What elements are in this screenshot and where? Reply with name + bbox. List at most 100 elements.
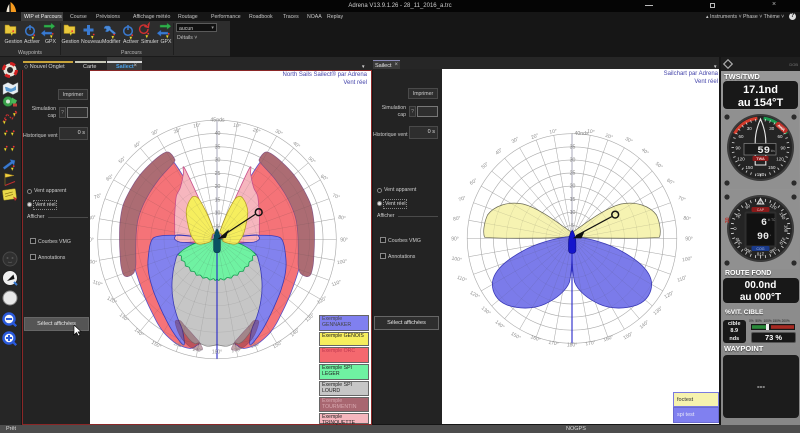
svg-text:25: 25 bbox=[570, 171, 576, 177]
svg-text:140°: 140° bbox=[133, 327, 145, 338]
svg-text:20°: 20° bbox=[252, 127, 261, 135]
svg-text:80°: 80° bbox=[683, 215, 691, 222]
svg-text:90: 90 bbox=[758, 201, 763, 206]
svg-text:5: 5 bbox=[571, 223, 574, 229]
svg-text:90°: 90° bbox=[340, 237, 348, 243]
svg-text:130°: 130° bbox=[652, 305, 664, 316]
svg-text:330: 330 bbox=[734, 236, 742, 245]
svg-text:20: 20 bbox=[570, 184, 576, 190]
svg-text:150: 150 bbox=[778, 211, 786, 220]
svg-text:50°: 50° bbox=[654, 161, 664, 170]
svg-text:160°: 160° bbox=[173, 341, 185, 350]
svg-text:30: 30 bbox=[215, 158, 221, 164]
svg-text:20°: 20° bbox=[173, 127, 182, 135]
svg-text:70°: 70° bbox=[458, 195, 467, 203]
svg-text:60°: 60° bbox=[105, 174, 115, 183]
svg-text:210: 210 bbox=[778, 237, 786, 246]
svg-text:180°: 180° bbox=[567, 342, 577, 348]
svg-text:90: 90 bbox=[780, 145, 786, 150]
svg-text:30°: 30° bbox=[274, 128, 284, 137]
svg-text:110°: 110° bbox=[92, 279, 103, 288]
svg-text:50°: 50° bbox=[307, 156, 317, 165]
svg-text:20°: 20° bbox=[604, 133, 613, 141]
svg-text:100°: 100° bbox=[337, 259, 348, 267]
svg-text:150: 150 bbox=[768, 165, 776, 170]
svg-text:150°: 150° bbox=[622, 331, 634, 341]
svg-text:140°: 140° bbox=[494, 319, 506, 330]
svg-text:CAP: CAP bbox=[757, 208, 765, 212]
svg-text:150°: 150° bbox=[272, 340, 284, 350]
svg-text:300: 300 bbox=[743, 246, 752, 254]
svg-text:160°: 160° bbox=[530, 334, 542, 343]
svg-text:10°: 10° bbox=[193, 122, 201, 129]
svg-text:70°: 70° bbox=[331, 193, 340, 201]
svg-text:170°: 170° bbox=[231, 347, 242, 355]
svg-text:45nds: 45nds bbox=[210, 118, 225, 124]
svg-text:90°: 90° bbox=[685, 236, 693, 242]
svg-text:TWA: TWA bbox=[756, 157, 765, 161]
svg-text:120°: 120° bbox=[106, 296, 118, 306]
svg-text:130°: 130° bbox=[118, 312, 130, 323]
svg-text:10: 10 bbox=[215, 211, 221, 217]
svg-text:160°: 160° bbox=[250, 341, 262, 350]
svg-text:80°: 80° bbox=[453, 215, 461, 222]
svg-text:50°: 50° bbox=[118, 156, 128, 165]
svg-text:30: 30 bbox=[769, 126, 775, 131]
svg-text:6: 6 bbox=[761, 218, 767, 229]
svg-text:40°: 40° bbox=[494, 147, 504, 156]
svg-text:10°: 10° bbox=[587, 128, 595, 135]
svg-text:140°: 140° bbox=[639, 319, 651, 330]
svg-text:25: 25 bbox=[215, 171, 221, 177]
svg-text:90°: 90° bbox=[90, 237, 94, 243]
svg-text:170°: 170° bbox=[585, 340, 596, 348]
svg-text:100°: 100° bbox=[451, 256, 462, 264]
svg-text:180: 180 bbox=[757, 172, 765, 177]
svg-text:60: 60 bbox=[738, 134, 744, 139]
svg-text:5: 5 bbox=[216, 224, 219, 230]
svg-text:70°: 70° bbox=[677, 195, 686, 203]
svg-text:15: 15 bbox=[570, 197, 576, 203]
svg-text:20°: 20° bbox=[530, 133, 539, 141]
svg-text:60°: 60° bbox=[469, 178, 479, 187]
svg-text:kts: kts bbox=[771, 149, 775, 153]
svg-text:- 40nds: - 40nds bbox=[571, 131, 589, 137]
svg-text:120°: 120° bbox=[663, 290, 675, 300]
svg-text:50°: 50° bbox=[480, 161, 490, 170]
svg-text:120°: 120° bbox=[469, 290, 481, 300]
svg-text:kt TC: kt TC bbox=[768, 218, 776, 222]
svg-text:90°: 90° bbox=[451, 236, 459, 242]
svg-text:110°: 110° bbox=[676, 275, 687, 284]
svg-text:30°: 30° bbox=[151, 128, 161, 137]
svg-text:30: 30 bbox=[747, 126, 753, 131]
svg-text:80°: 80° bbox=[338, 215, 346, 222]
svg-text:150: 150 bbox=[745, 165, 753, 170]
svg-text:170°: 170° bbox=[548, 340, 559, 348]
svg-text:140°: 140° bbox=[289, 327, 301, 338]
svg-text:80°: 80° bbox=[90, 215, 96, 222]
svg-text:120: 120 bbox=[776, 157, 784, 162]
svg-text:150°: 150° bbox=[150, 340, 162, 350]
svg-text:40: 40 bbox=[215, 131, 221, 137]
svg-text:100°: 100° bbox=[90, 259, 97, 267]
svg-text:30: 30 bbox=[735, 212, 742, 219]
svg-text:240: 240 bbox=[768, 246, 777, 254]
svg-text:100°: 100° bbox=[682, 256, 693, 264]
svg-text:30°: 30° bbox=[511, 136, 521, 145]
svg-text:170°: 170° bbox=[192, 347, 203, 355]
svg-text:°: ° bbox=[770, 235, 772, 239]
svg-text:270: 270 bbox=[756, 251, 764, 256]
svg-text:150°: 150° bbox=[510, 331, 522, 341]
svg-text:110°: 110° bbox=[456, 275, 467, 284]
svg-text:180°: 180° bbox=[212, 349, 222, 355]
svg-text:180: 180 bbox=[783, 225, 788, 233]
svg-text:90: 90 bbox=[735, 145, 741, 150]
svg-text:70°: 70° bbox=[93, 193, 102, 201]
svg-text:160°: 160° bbox=[603, 334, 615, 343]
svg-text:110°: 110° bbox=[331, 279, 342, 288]
svg-text:60°: 60° bbox=[666, 178, 676, 187]
svg-text:59: 59 bbox=[757, 145, 770, 157]
svg-text:30°: 30° bbox=[624, 136, 634, 145]
svg-text:30: 30 bbox=[570, 158, 576, 164]
svg-text:120°: 120° bbox=[316, 296, 328, 306]
svg-text:10°: 10° bbox=[549, 128, 557, 135]
